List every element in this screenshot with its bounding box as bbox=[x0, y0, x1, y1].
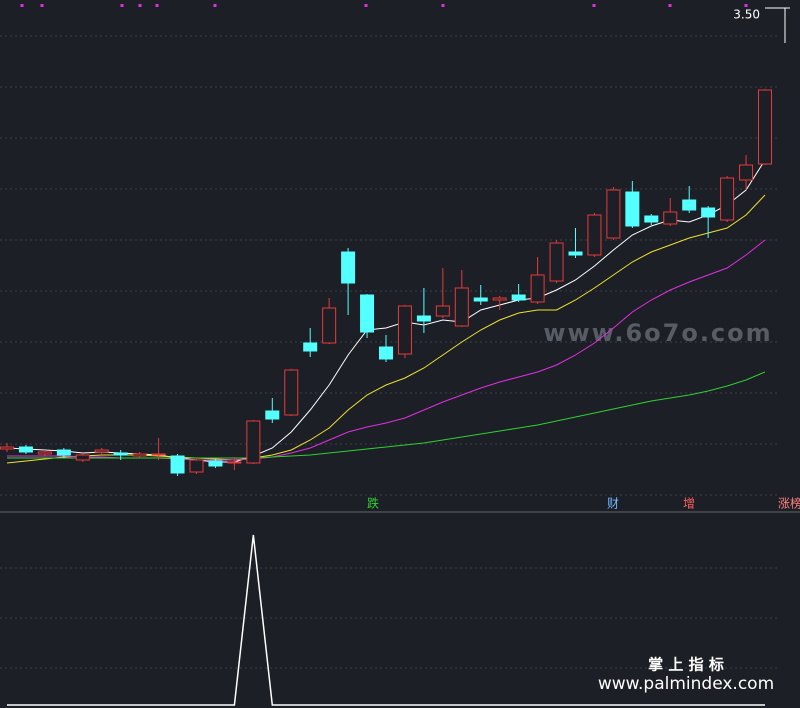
candle-body bbox=[625, 191, 640, 227]
candle-body bbox=[246, 420, 261, 464]
candle-body bbox=[18, 446, 33, 453]
candle-body bbox=[75, 454, 90, 461]
candle-body bbox=[720, 177, 735, 221]
candle-body bbox=[227, 461, 242, 464]
marker bbox=[364, 4, 368, 7]
marker bbox=[213, 4, 217, 7]
candle-body bbox=[587, 214, 602, 256]
signal-label: 涨榜 bbox=[778, 496, 800, 511]
candle-body bbox=[208, 460, 223, 467]
candle-body bbox=[701, 207, 716, 218]
marker bbox=[40, 4, 44, 7]
marker bbox=[138, 4, 142, 7]
candle-body bbox=[435, 305, 450, 317]
indicator-line bbox=[7, 534, 765, 706]
candle-body bbox=[397, 305, 412, 355]
candle-body bbox=[303, 342, 318, 352]
candle-body bbox=[416, 315, 431, 322]
candle-body bbox=[189, 459, 204, 473]
candle-body bbox=[56, 449, 71, 456]
watermark: 掌 上 指 标 bbox=[648, 656, 724, 674]
y-tick-label: 3.50 bbox=[733, 8, 760, 22]
candle-body bbox=[473, 297, 488, 302]
candle-body bbox=[454, 287, 469, 327]
candle-body bbox=[511, 294, 526, 301]
signal-label: 跌 bbox=[367, 496, 379, 511]
candle-body bbox=[265, 410, 280, 420]
marker bbox=[744, 4, 748, 7]
candle-body bbox=[341, 251, 356, 284]
candle-body bbox=[758, 89, 772, 165]
candle-body bbox=[94, 449, 109, 453]
candle-body bbox=[379, 346, 393, 360]
candle-body bbox=[530, 274, 545, 303]
candle-body bbox=[322, 307, 337, 344]
marker bbox=[668, 4, 672, 7]
ma-line bbox=[7, 371, 766, 459]
candle-body bbox=[492, 297, 507, 301]
marker bbox=[441, 4, 445, 7]
candle-body bbox=[739, 164, 754, 181]
watermark: www.6o7o.com bbox=[543, 319, 772, 347]
candle-body bbox=[170, 455, 185, 474]
marker bbox=[592, 4, 596, 7]
candle-body bbox=[284, 369, 299, 416]
candle-body bbox=[151, 453, 166, 456]
candle-body bbox=[113, 452, 128, 456]
candle-body bbox=[37, 451, 52, 455]
watermark: www.palmindex.com bbox=[598, 674, 774, 694]
candle-body bbox=[568, 251, 583, 256]
marker bbox=[120, 4, 124, 7]
candle-body bbox=[549, 242, 564, 282]
signal-label: 财 bbox=[607, 497, 619, 511]
candle-body bbox=[132, 453, 147, 457]
candle-body bbox=[682, 199, 697, 211]
candle-body bbox=[663, 211, 678, 225]
candle-body bbox=[0, 446, 14, 450]
signal-label: 增 bbox=[683, 497, 695, 511]
candle-body bbox=[606, 189, 621, 239]
candle-body bbox=[644, 215, 659, 223]
candle-body bbox=[360, 294, 375, 333]
marker bbox=[20, 4, 24, 7]
marker bbox=[155, 4, 159, 7]
